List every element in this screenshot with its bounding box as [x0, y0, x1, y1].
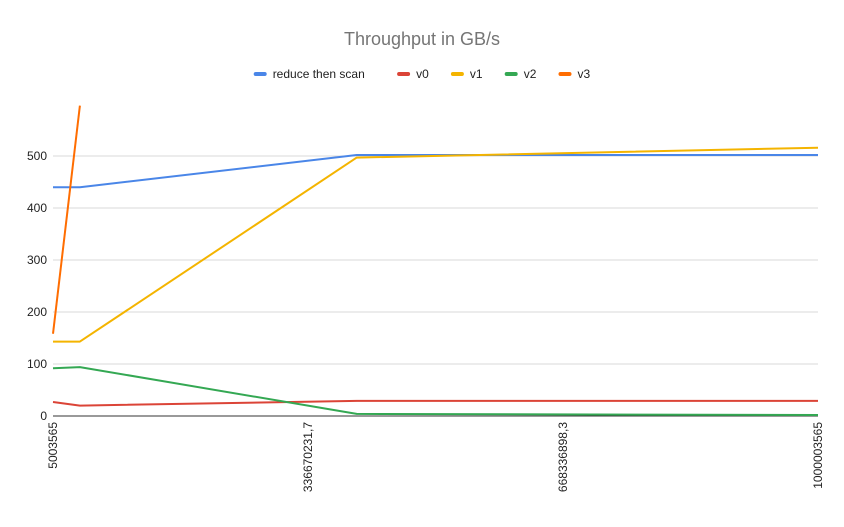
legend-label: v2	[524, 67, 537, 81]
legend-item: v1	[450, 67, 483, 81]
legend-swatch	[450, 72, 464, 76]
legend-swatch	[397, 72, 411, 76]
series-line-v0	[52, 399, 818, 407]
legend-item: reduce then scan	[253, 67, 365, 81]
chart-title: Throughput in GB/s	[344, 29, 500, 49]
series-line-v3	[52, 105, 81, 334]
y-tick-label: 100	[27, 357, 47, 371]
gridlines	[53, 155, 818, 365]
legend-label: v0	[416, 67, 429, 81]
y-axis-ticks: 0 100 200 300 400 500	[27, 149, 47, 423]
series-line-reduce-then-scan	[53, 154, 818, 189]
x-axis-ticks: 5003565 336670231,7 668336898,3 1000003565	[46, 422, 825, 492]
series-lines	[52, 105, 819, 416]
legend-swatch	[253, 72, 267, 76]
x-tick-label: 668336898,3	[556, 422, 570, 492]
legend-swatch	[558, 72, 572, 76]
series-line-v2	[52, 366, 819, 416]
y-tick-label: 300	[27, 253, 47, 267]
legend-item: v3	[558, 67, 591, 81]
x-tick-label: 336670231,7	[301, 422, 315, 492]
x-tick-label: 5003565	[46, 422, 60, 469]
y-tick-label: 500	[27, 149, 47, 163]
legend-label: v3	[578, 67, 591, 81]
legend-item: v0	[397, 67, 429, 81]
x-tick-label: 1000003565	[811, 422, 825, 489]
legend-swatch	[504, 72, 518, 76]
legend: reduce then scan v0 v1 v2 v3	[253, 67, 591, 81]
legend-label: reduce then scan	[273, 67, 365, 81]
y-tick-label: 0	[40, 409, 47, 423]
y-tick-label: 200	[27, 305, 47, 319]
legend-label: v1	[470, 67, 483, 81]
y-tick-label: 400	[27, 201, 47, 215]
legend-item: v2	[504, 67, 537, 81]
series-line-v1	[53, 146, 819, 343]
